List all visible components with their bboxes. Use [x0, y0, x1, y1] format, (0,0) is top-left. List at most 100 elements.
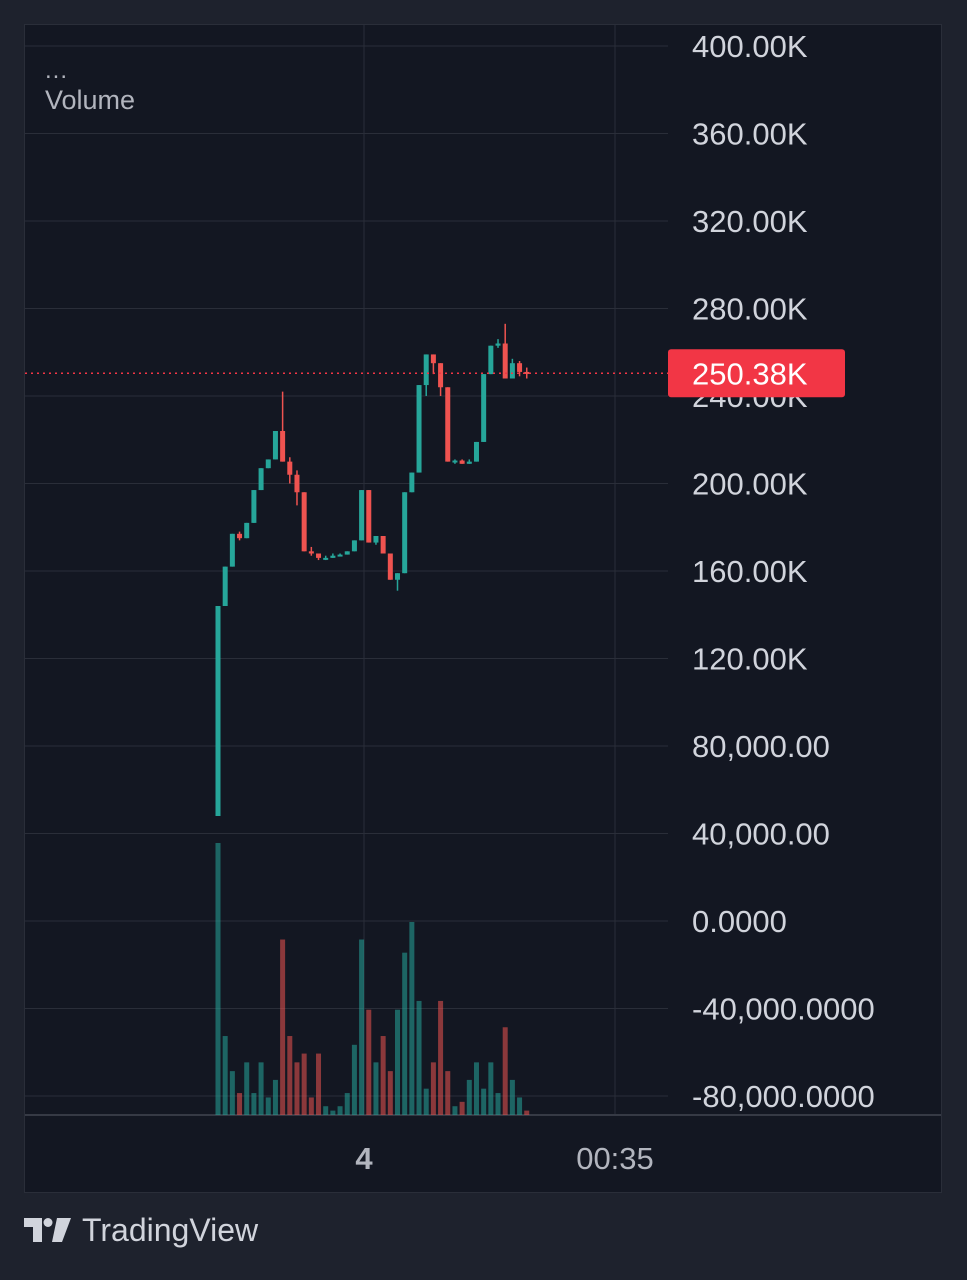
- legend-menu-dots[interactable]: ...: [45, 57, 69, 84]
- volume-bar: [502, 1027, 508, 1115]
- candle-body: [280, 431, 286, 462]
- volume-bar: [380, 1036, 386, 1115]
- volume-bar: [395, 1009, 400, 1115]
- candle-body: [380, 536, 386, 554]
- candle: [495, 339, 501, 348]
- volume-bar: [409, 921, 415, 1115]
- candle: [251, 490, 257, 523]
- candle: [445, 387, 451, 462]
- candle-body: [244, 522, 250, 539]
- candle: [287, 457, 293, 484]
- volume-bar: [294, 1062, 300, 1115]
- candle: [481, 374, 487, 442]
- footer: TradingView: [24, 1212, 258, 1249]
- candle-body: [517, 363, 523, 372]
- chart-area[interactable]: 400.00K360.00K320.00K280.00K240.00K200.0…: [24, 24, 942, 1193]
- tradingview-logo-icon[interactable]: [24, 1217, 72, 1244]
- candle-body: [402, 492, 408, 574]
- volume-bar: [258, 1062, 264, 1115]
- volume-indicator-label[interactable]: Volume: [45, 85, 136, 115]
- price-tick-label: 40,000.00: [692, 817, 830, 852]
- last-price-tag: 250.38K: [668, 349, 845, 398]
- candle-body: [330, 555, 336, 558]
- candle-body: [366, 490, 372, 543]
- time-tick-label: 4: [355, 1141, 373, 1176]
- volume-bar: [387, 1071, 393, 1115]
- volume-bars: [215, 843, 530, 1115]
- volume-bar: [323, 1106, 329, 1115]
- candle: [430, 354, 436, 375]
- candle: [337, 553, 343, 557]
- volume-bar: [495, 1093, 501, 1115]
- candle: [373, 536, 379, 545]
- candle: [395, 573, 400, 591]
- tradingview-brand-name[interactable]: TradingView: [82, 1212, 259, 1248]
- price-tick-label: 360.00K: [692, 117, 808, 152]
- volume-bar: [430, 1062, 436, 1115]
- last-price-tag-bg: [668, 349, 845, 398]
- volume-bar: [351, 1044, 357, 1115]
- volume-bar: [438, 1000, 444, 1115]
- candle-body: [229, 533, 235, 567]
- price-tick-label: 280.00K: [692, 292, 808, 327]
- price-tick-label: 320.00K: [692, 204, 808, 239]
- candle-body: [488, 345, 494, 375]
- price-tick-label: 80,000.00: [692, 729, 830, 764]
- time-axis: 4 00:35: [355, 1141, 653, 1176]
- volume-bar: [488, 1062, 494, 1115]
- volume-bar: [222, 1036, 228, 1115]
- candle-body: [258, 468, 264, 491]
- candle: [222, 566, 228, 606]
- volume-bar: [237, 1093, 243, 1115]
- candle: [459, 459, 465, 464]
- candle: [258, 468, 264, 491]
- volume-bar: [416, 1000, 422, 1115]
- candle-body: [430, 354, 436, 364]
- chart-canvas[interactable]: 400.00K360.00K320.00K280.00K240.00K200.0…: [25, 25, 942, 1193]
- candle-body: [423, 354, 429, 386]
- volume-bar: [215, 843, 221, 1115]
- candle: [294, 470, 300, 506]
- candle-body: [373, 536, 379, 543]
- candle: [301, 492, 307, 552]
- candle: [409, 472, 415, 493]
- candle: [466, 459, 472, 464]
- candle: [316, 553, 322, 561]
- candle: [244, 522, 250, 539]
- candle-body: [387, 553, 393, 580]
- volume-bar: [344, 1093, 350, 1115]
- candle: [265, 459, 271, 469]
- candle-body: [459, 460, 465, 464]
- candle-body: [445, 387, 451, 462]
- volume-bar: [423, 1088, 429, 1115]
- volume-bar: [272, 1079, 278, 1115]
- candle-body: [301, 492, 307, 552]
- volume-bar: [359, 939, 365, 1115]
- chart-legend: ... Volume: [45, 57, 136, 119]
- candle-body: [481, 374, 487, 442]
- price-tick-label: 160.00K: [692, 554, 808, 589]
- volume-bar: [366, 1009, 372, 1115]
- candle-body: [502, 343, 508, 379]
- candle: [380, 536, 386, 554]
- candle-body: [215, 606, 221, 816]
- candle-body: [272, 431, 278, 460]
- candle-body: [524, 371, 530, 374]
- volume-bar: [445, 1071, 451, 1115]
- candle: [423, 354, 429, 396]
- candle-body: [222, 566, 228, 606]
- candle-body: [344, 551, 350, 555]
- candle-body: [495, 343, 501, 346]
- candle-body: [251, 490, 257, 523]
- volume-bar: [308, 1097, 314, 1115]
- candle-body: [509, 363, 515, 379]
- candle-body: [316, 553, 322, 558]
- candle-body: [452, 460, 458, 463]
- candle-body: [337, 554, 343, 557]
- volume-bar: [473, 1062, 479, 1115]
- candle: [359, 490, 365, 541]
- volume-bar: [287, 1036, 293, 1115]
- candle-body: [351, 540, 357, 552]
- candle: [237, 531, 243, 541]
- candle: [509, 358, 515, 379]
